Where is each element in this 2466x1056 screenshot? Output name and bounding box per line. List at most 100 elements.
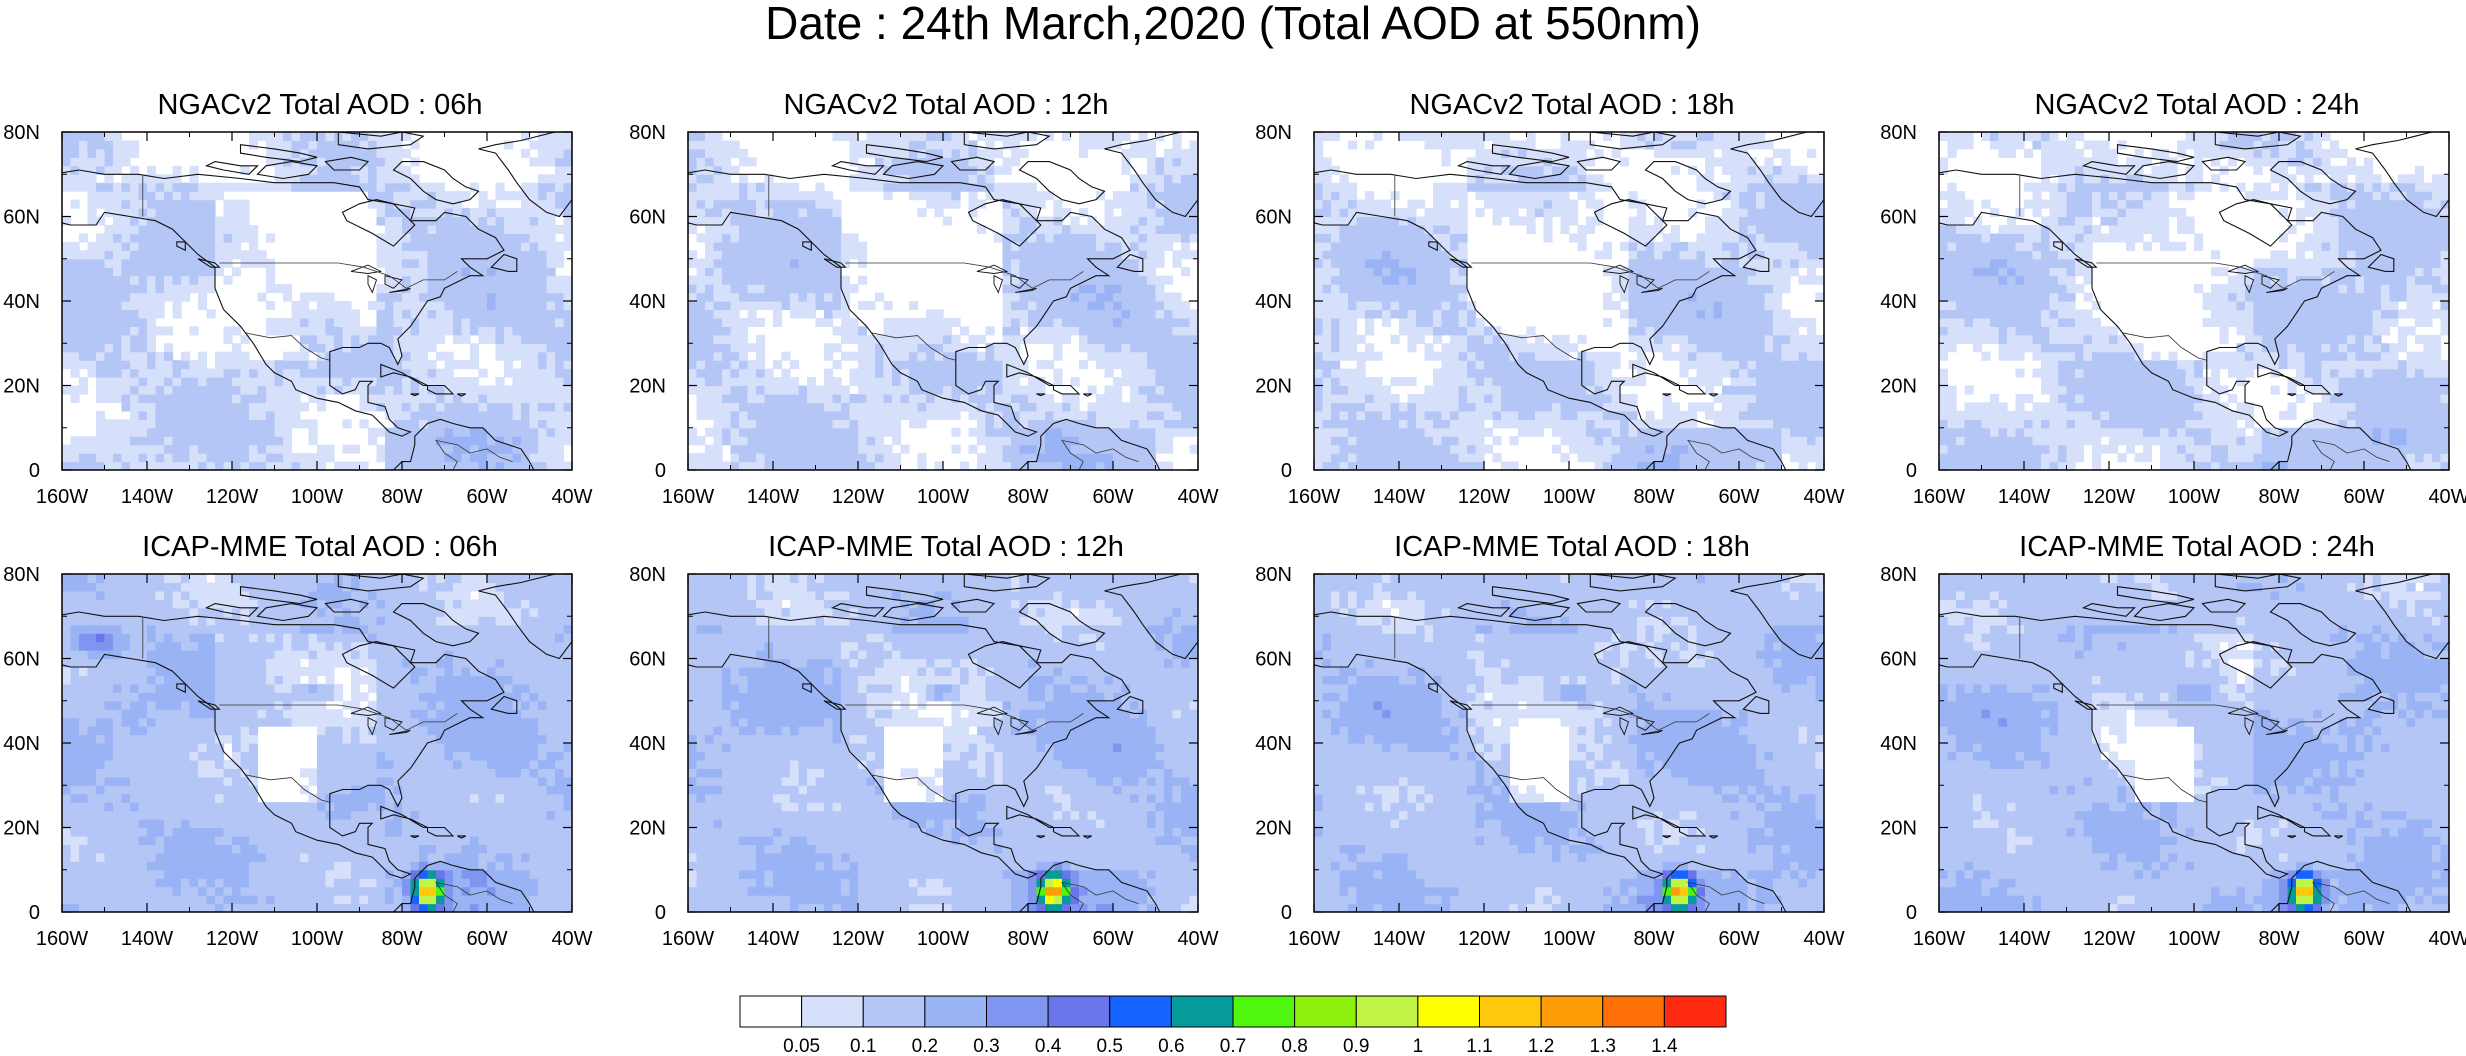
lon-tick-label: 40W <box>551 486 592 508</box>
aod-map: 160W 140W 120W 100W 80W 60W 40W 0 20N 40N 60N 80N <box>3 122 592 508</box>
map-panel-icap-18h: ICAP-MME Total AOD : 18h 160W 140W 120W 100… <box>1252 532 1844 950</box>
lon-tick-label: 60W <box>1092 928 1133 950</box>
aod-map: 160W 140W 120W 100W 80W 60W 40W 0 20N 40N 60N 80N <box>1255 122 1844 508</box>
lon-tick-label: 140W <box>121 928 173 950</box>
lon-tick-label: 160W <box>1913 486 1965 508</box>
lat-tick-label: 60N <box>3 207 40 229</box>
colorbar-label: 1.2 <box>1528 1036 1554 1056</box>
lon-tick-label: 80W <box>1633 928 1674 950</box>
lat-tick-label: 80N <box>1880 564 1917 586</box>
panel-title: NGACv2 Total AOD : 24h <box>2034 89 2360 121</box>
lat-tick-label: 80N <box>3 122 40 144</box>
lon-tick-label: 140W <box>747 928 799 950</box>
political-borders <box>2019 175 2390 470</box>
map-panel-ngac-18h: NGACv2 Total AOD : 18h 160W 140W 120W 100W 8… <box>1252 90 1844 508</box>
lon-tick-label: 80W <box>1633 486 1674 508</box>
map-panel-icap-24h: ICAP-MME Total AOD : 24h 160W 140W 120W 100… <box>1877 532 2466 950</box>
lon-tick-label: 120W <box>1458 486 1510 508</box>
lon-tick-label: 160W <box>1913 928 1965 950</box>
lat-tick-label: 80N <box>1255 564 1292 586</box>
colorbar-label: 1.3 <box>1590 1036 1616 1056</box>
lon-tick-label: 40W <box>1803 928 1844 950</box>
lat-tick-label: 80N <box>629 564 666 586</box>
coastlines <box>688 132 1198 470</box>
axes: 160W 140W 120W 100W 80W 60W 40W 0 20N 40N 60N 80N <box>629 564 1218 950</box>
lat-tick-label: 0 <box>1906 460 1917 482</box>
figure-title: Date : 24th March,2020 (Total AOD at 550… <box>765 0 1701 49</box>
lat-tick-label: 20N <box>629 376 666 398</box>
aod-field <box>688 574 1198 912</box>
lon-tick-label: 60W <box>2343 928 2384 950</box>
lat-tick-label: 0 <box>655 902 666 924</box>
lat-tick-label: 80N <box>629 122 666 144</box>
aod-field <box>1314 574 1824 912</box>
lon-tick-label: 140W <box>1998 486 2050 508</box>
colorbar-label: 0.6 <box>1158 1036 1184 1056</box>
lon-tick-label: 140W <box>1373 928 1425 950</box>
lat-tick-label: 20N <box>1880 818 1917 840</box>
lat-tick-label: 40N <box>3 733 40 755</box>
colorbar-swatch <box>862 995 926 1028</box>
aod-map: 160W 140W 120W 100W 80W 60W 40W 0 20N 40N 60N 80N <box>1255 564 1844 950</box>
colorbar-swatch <box>1540 995 1604 1028</box>
lat-tick-label: 40N <box>3 291 40 313</box>
colorbar-swatch <box>1294 995 1357 1028</box>
lon-tick-label: 100W <box>917 486 969 508</box>
lon-tick-label: 40W <box>1177 928 1218 950</box>
lon-tick-label: 40W <box>1177 486 1218 508</box>
lat-tick-label: 0 <box>655 460 666 482</box>
lon-tick-label: 120W <box>2083 486 2135 508</box>
colorbar-label: 1 <box>1413 1036 1424 1056</box>
lat-tick-label: 60N <box>629 649 666 671</box>
lon-tick-label: 40W <box>2428 928 2466 950</box>
lon-tick-label: 140W <box>1373 486 1425 508</box>
political-borders <box>1394 617 1765 912</box>
coastlines <box>62 574 572 912</box>
lon-tick-label: 80W <box>1007 928 1048 950</box>
axes: 160W 140W 120W 100W 80W 60W 40W 0 20N 40N 60N 80N <box>3 122 592 508</box>
map-panel-ngac-12h: NGACv2 Total AOD : 12h 160W 140W 120W 100W 8… <box>626 90 1218 508</box>
lat-tick-label: 20N <box>1880 376 1917 398</box>
lat-tick-label: 60N <box>3 649 40 671</box>
lon-tick-label: 160W <box>1288 928 1340 950</box>
lon-tick-label: 60W <box>2343 486 2384 508</box>
axes: 160W 140W 120W 100W 80W 60W 40W 0 20N 40N 60N 80N <box>1880 122 2466 508</box>
axes: 160W 140W 120W 100W 80W 60W 40W 0 20N 40N 60N 80N <box>1255 122 1844 508</box>
lon-tick-label: 140W <box>747 486 799 508</box>
lat-tick-label: 80N <box>1255 122 1292 144</box>
lon-tick-label: 120W <box>1458 928 1510 950</box>
lon-tick-label: 60W <box>466 486 507 508</box>
colorbar-label: 1.1 <box>1466 1036 1492 1056</box>
lat-tick-label: 60N <box>1255 649 1292 671</box>
lon-tick-label: 120W <box>206 928 258 950</box>
colorbar-swatch <box>801 995 864 1028</box>
colorbar-swatch <box>1355 995 1419 1028</box>
lon-tick-label: 160W <box>1288 486 1340 508</box>
lat-tick-label: 60N <box>1880 649 1917 671</box>
lon-tick-label: 100W <box>1543 486 1595 508</box>
colorbar-label: 0.05 <box>783 1036 820 1056</box>
political-borders <box>142 175 513 470</box>
panel-title: NGACv2 Total AOD : 18h <box>1409 89 1735 121</box>
lon-tick-label: 40W <box>1803 486 1844 508</box>
aod-field <box>62 132 572 470</box>
lat-tick-label: 20N <box>1255 818 1292 840</box>
lat-tick-label: 20N <box>1255 376 1292 398</box>
lon-tick-label: 60W <box>1718 928 1759 950</box>
lat-tick-label: 40N <box>629 733 666 755</box>
aod-map: 160W 140W 120W 100W 80W 60W 40W 0 20N 40N 60N 80N <box>3 564 592 950</box>
lon-tick-label: 100W <box>291 486 343 508</box>
lat-tick-label: 0 <box>1281 460 1292 482</box>
lat-tick-label: 80N <box>3 564 40 586</box>
aod-field <box>1939 574 2449 912</box>
aod-map: 160W 140W 120W 100W 80W 60W 40W 0 20N 40N 60N 80N <box>629 122 1218 508</box>
lat-tick-label: 40N <box>1880 291 1917 313</box>
lon-tick-label: 160W <box>662 486 714 508</box>
aod-map: 160W 140W 120W 100W 80W 60W 40W 0 20N 40N 60N 80N <box>1880 564 2466 950</box>
political-borders <box>1394 175 1765 470</box>
map-panel-ngac-06h: NGACv2 Total AOD : 06h 160W 140W 120W 100W 8… <box>0 90 592 508</box>
colorbar-label: 0.5 <box>1097 1036 1123 1056</box>
colorbar-swatch <box>1232 995 1296 1028</box>
colorbar-label: 0.2 <box>912 1036 938 1056</box>
lon-tick-label: 60W <box>1718 486 1759 508</box>
